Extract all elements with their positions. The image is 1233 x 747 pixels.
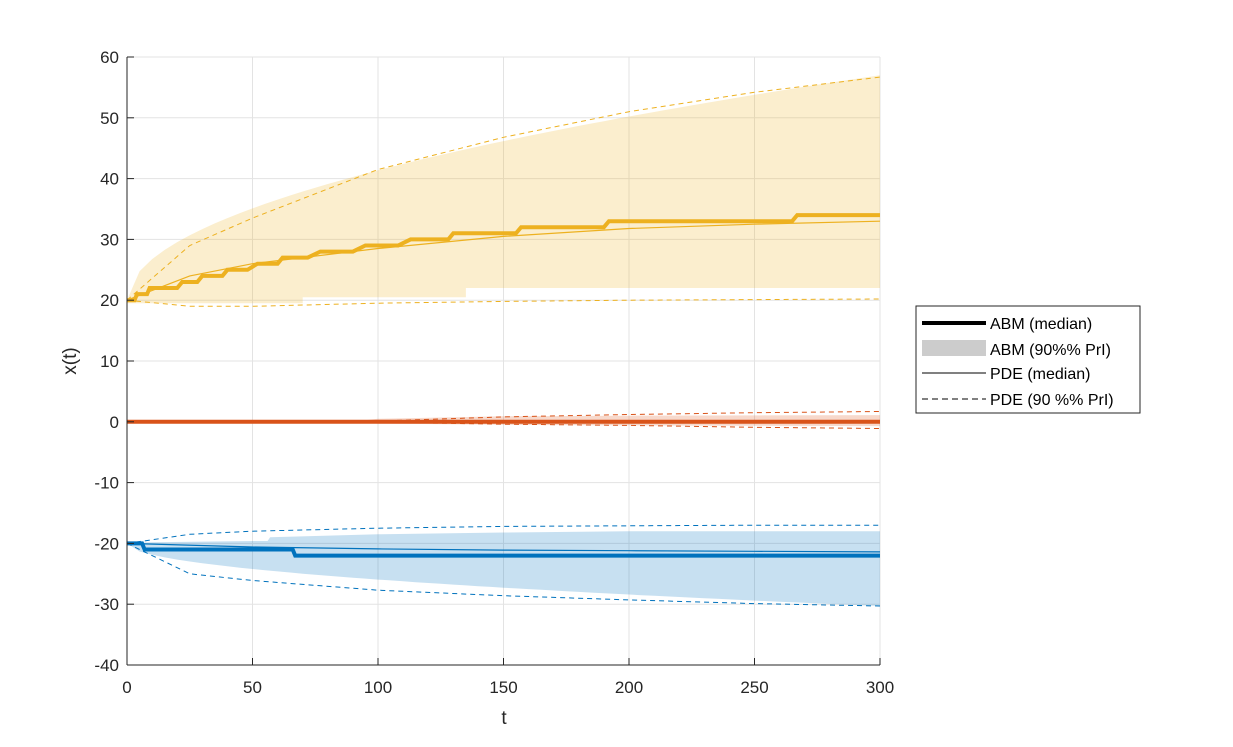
y-tick-label: 0 [110, 413, 119, 432]
y-tick-label: -40 [94, 656, 119, 675]
y-tick-label: -30 [94, 595, 119, 614]
y-axis-title: x(t) [60, 347, 81, 374]
y-tick-label: 20 [100, 291, 119, 310]
pde-upper-orange [127, 411, 881, 423]
plot-area: 0 50 100 150 200 250 300 -40 -30 -20 -10 0 10 20 30 40 5… [94, 48, 894, 697]
y-tick-label: -10 [94, 474, 119, 493]
y-tick-label: 30 [100, 230, 119, 249]
x-axis-title: t [501, 708, 507, 729]
pde-lower-orange [127, 421, 881, 429]
y-tick-label: 60 [100, 48, 119, 67]
x-tick-label: 100 [364, 678, 392, 697]
legend-label-pde-median: PDE (median) [990, 366, 1090, 383]
x-tick-label: 0 [122, 678, 131, 697]
pde-lower-yellow [126, 298, 881, 307]
pde-lower-blue [126, 542, 881, 607]
x-tick-label: 300 [866, 678, 894, 697]
x-tick-label: 200 [615, 678, 643, 697]
pde-upper-blue [126, 524, 880, 544]
x-tick-label: 150 [489, 678, 517, 697]
x-tick-label: 250 [740, 678, 768, 697]
pde-upper-yellow [126, 76, 881, 301]
abm-median-blue [127, 541, 880, 558]
band-yellow-abm [127, 75, 880, 304]
y-tick-label: 10 [100, 352, 119, 371]
legend: ABM (median) ABM (90%% PrI) PDE (median)… [915, 305, 1141, 414]
band-blue-abm [127, 531, 880, 606]
legend-swatch-abm-band [922, 340, 986, 356]
legend-label-abm-band: ABM (90%% PrI) [990, 342, 1111, 359]
y-tick-label: -20 [94, 534, 119, 553]
legend-label-pde-band: PDE (90 %% PrI) [990, 392, 1114, 409]
x-axis-label: t [501, 708, 507, 729]
abm-median-yellow [127, 213, 880, 303]
pde-median-blue [126, 542, 881, 553]
y-tick-label: 50 [100, 109, 119, 128]
x-tick-label: 50 [243, 678, 262, 697]
pde-median-yellow [126, 220, 881, 301]
y-axis-label: x(t) [60, 347, 81, 374]
legend-label-abm-median: ABM (median) [990, 316, 1092, 333]
y-tick-label: 40 [100, 170, 119, 189]
